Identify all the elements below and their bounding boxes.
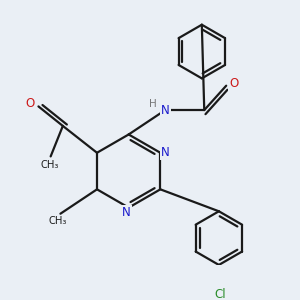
Text: N: N xyxy=(161,103,170,117)
Text: N: N xyxy=(161,146,170,159)
Text: O: O xyxy=(25,98,34,110)
Text: O: O xyxy=(229,77,238,90)
Text: N: N xyxy=(122,206,130,219)
Text: H: H xyxy=(149,99,157,109)
Text: CH₃: CH₃ xyxy=(49,216,67,226)
Text: Cl: Cl xyxy=(214,288,226,300)
Text: CH₃: CH₃ xyxy=(40,160,58,170)
